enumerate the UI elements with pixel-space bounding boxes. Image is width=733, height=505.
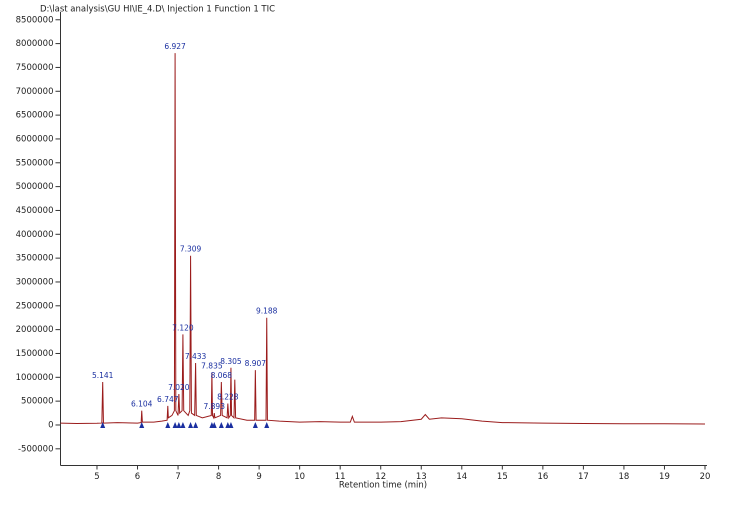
peak-label: 6.104 [131,400,153,409]
y-tick-label: 2500000 [16,301,54,311]
x-tick-label: 15 [497,472,508,482]
tic-trace [60,53,706,425]
peak-label: 5.141 [92,371,114,380]
peak-label: 6.747 [157,395,179,404]
peak-marker [180,421,186,428]
peak-label: 8.907 [245,359,267,368]
x-tick-label: 9 [256,472,261,482]
y-tick-label: 7500000 [16,63,54,73]
peak-label: 7.120 [172,323,194,332]
y-tick-label: 4500000 [16,206,54,216]
peak-marker [264,421,270,428]
peak-label: 7.020 [168,383,190,392]
y-tick-label: 8000000 [16,39,54,49]
peak-marker [193,421,199,428]
peak-marker [165,421,171,428]
x-tick-label: 7 [175,472,180,482]
y-tick-label: 6000000 [16,134,54,144]
x-tick-label: 10 [294,472,305,482]
x-tick-label: 6 [135,472,140,482]
y-tick-label: 1000000 [16,373,54,383]
x-axis-label: Retention time (min) [339,481,427,491]
peak-label: 8.228 [217,393,239,402]
y-tick-label: 5500000 [16,158,54,168]
y-tick-label: 6500000 [16,111,54,121]
peak-label: 8.305 [220,357,242,366]
y-tick-label: 8500000 [16,15,54,25]
x-tick-label: 17 [578,472,589,482]
peak-label: 7.309 [180,245,202,254]
peak-label: 9.188 [256,307,278,316]
x-tick-label: 19 [659,472,670,482]
x-tick-label: 16 [537,472,548,482]
y-tick-label: 3500000 [16,254,54,264]
peak-marker [188,421,194,428]
x-tick-label: 13 [416,472,427,482]
x-tick-label: 11 [335,472,346,482]
peak-marker [172,421,178,428]
y-tick-label: 1500000 [16,349,54,359]
x-tick-label: 5 [94,472,99,482]
y-tick-label: 4000000 [16,230,54,240]
x-tick-label: 20 [700,472,711,482]
x-tick-label: 18 [619,472,630,482]
peak-marker [176,421,182,428]
y-tick-label: 7000000 [16,87,54,97]
y-tick-label: 2000000 [16,325,54,335]
x-tick-label: 12 [375,472,386,482]
peak-label: 6.927 [164,42,186,51]
peak-marker [252,421,258,428]
chart-title: D:\last analysis\GU HI\IE_4.D\ Injection… [40,5,275,15]
peak-label: 7.893 [204,402,226,411]
y-tick-label: -500000 [18,444,54,454]
peak-marker [211,421,217,428]
y-tick-label: 5000000 [16,182,54,192]
y-tick-label: 3000000 [16,277,54,287]
peak-marker [100,421,106,428]
x-tick-label: 8 [216,472,221,482]
x-tick-label: 14 [456,472,467,482]
y-tick-label: 500000 [21,397,53,407]
peak-marker [218,421,224,428]
peak-label: 7.835 [201,362,223,371]
y-tick-label: 0 [48,420,53,430]
peak-label: 7.433 [185,352,207,361]
peak-marker [139,421,145,428]
peak-marker [228,421,234,428]
peak-label: 8.068 [211,371,233,380]
